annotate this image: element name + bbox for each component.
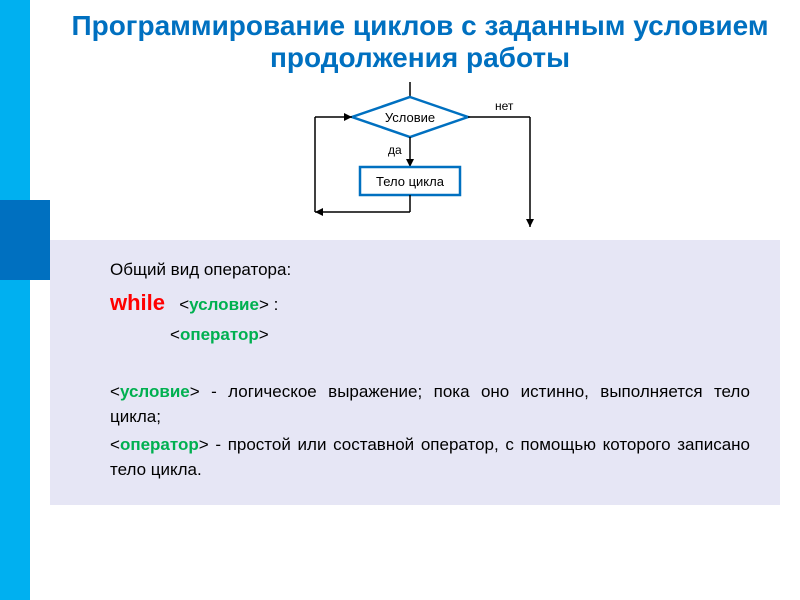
left-sidebar — [0, 0, 30, 600]
flowchart-diagram: Условие да Тело цикла нет — [260, 82, 580, 232]
operator-token: оператор — [180, 325, 259, 344]
left-accent-block — [0, 200, 50, 280]
flowchart-svg: Условие да Тело цикла нет — [260, 82, 580, 232]
while-syntax-line: while <условие> : — [80, 287, 750, 319]
no-label: нет — [495, 99, 514, 113]
operator-description: <оператор> - простой или составной опера… — [80, 433, 750, 482]
condition-label: Условие — [385, 110, 435, 125]
body-label: Тело цикла — [376, 174, 445, 189]
condition-token: условие — [189, 295, 259, 314]
page-title: Программирование циклов с заданным услов… — [50, 0, 790, 82]
main-content: Программирование циклов с заданным услов… — [50, 0, 790, 600]
code-description-box: Общий вид оператора: while <условие> : <… — [50, 240, 780, 504]
operator-syntax-line: <оператор> — [80, 323, 750, 348]
intro-line: Общий вид оператора: — [80, 258, 750, 283]
yes-label: да — [388, 143, 402, 157]
while-keyword: while — [110, 290, 165, 315]
condition-description: <условие> - логическое выражение; пока о… — [80, 380, 750, 429]
